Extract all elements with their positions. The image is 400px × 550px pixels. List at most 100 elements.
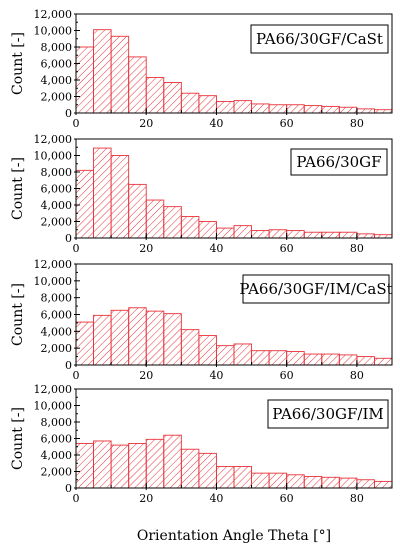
y-tick-label: 10,000: [34, 25, 73, 38]
x-tick-label: 60: [280, 242, 294, 255]
histogram-bar: [356, 108, 375, 114]
histogram-bar: [233, 466, 253, 489]
histogram-bar: [145, 310, 165, 366]
x-tick-label: 20: [139, 369, 153, 382]
histogram-bar: [75, 443, 95, 489]
histogram-bar: [93, 314, 112, 366]
histogram-bar: [128, 56, 147, 114]
y-tick-label: 6,000: [41, 433, 73, 446]
histogram-bar: [163, 313, 182, 366]
y-tick-label: 2,000: [41, 466, 73, 479]
histogram-bar: [233, 343, 253, 366]
y-tick-label: 8,000: [41, 166, 73, 179]
legend-box: [290, 148, 388, 176]
histogram-bar: [251, 472, 270, 489]
x-tick-label: 0: [73, 242, 80, 255]
legend-box: [250, 24, 389, 54]
x-tick-label: 20: [139, 492, 153, 505]
y-tick-label: 12,000: [34, 133, 73, 146]
y-tick-label: 8,000: [41, 292, 73, 305]
histogram-bar: [215, 227, 235, 239]
x-tick-label: 80: [350, 492, 364, 505]
histogram-bar: [110, 155, 130, 239]
histogram-bar: [321, 105, 340, 114]
y-tick-label: 12,000: [34, 8, 73, 21]
histogram-bar: [128, 183, 147, 239]
y-tick-label: 8,000: [41, 41, 73, 54]
histogram-bar: [145, 199, 165, 239]
histogram-bars: [75, 147, 393, 239]
y-tick-label: 6,000: [41, 183, 73, 196]
x-tick-label: 0: [73, 369, 80, 382]
histogram-bar: [180, 216, 200, 239]
y-tick-label: 12,000: [34, 383, 73, 396]
histogram-bar: [338, 106, 358, 114]
histogram-bars: [75, 434, 393, 489]
legend-label: PA66/30GF/IM: [272, 405, 384, 423]
histogram-bar: [145, 77, 165, 114]
histogram-bar: [215, 466, 235, 489]
y-tick-label: 2,000: [41, 342, 73, 355]
histogram-bar: [286, 474, 305, 489]
y-tick-label: 0: [65, 359, 72, 372]
x-tick-label: 80: [350, 117, 364, 130]
x-tick-label: 40: [209, 242, 223, 255]
histogram-bar: [145, 438, 165, 489]
histogram-bar: [373, 357, 393, 366]
y-axis-title: Count [-]: [10, 407, 26, 470]
x-tick-label: 20: [139, 117, 153, 130]
y-tick-label: 8,000: [41, 416, 73, 429]
legend-label: PA66/30GF: [296, 153, 381, 171]
histogram-bar: [286, 104, 305, 114]
y-axis-title: Count [-]: [10, 32, 26, 95]
histogram-bar: [110, 444, 130, 489]
y-tick-label: 6,000: [41, 309, 73, 322]
histogram-bar: [128, 307, 147, 366]
histogram-bar: [128, 443, 147, 489]
x-tick-label: 60: [280, 492, 294, 505]
histogram-bar: [338, 354, 358, 366]
histogram-bar: [198, 452, 217, 489]
histogram-bar: [321, 353, 340, 366]
legend-box: [242, 274, 390, 304]
histogram-bar: [356, 479, 375, 489]
histogram-bar: [321, 476, 340, 489]
histogram-bar: [268, 229, 288, 239]
x-tick-label: 40: [209, 492, 223, 505]
histogram-bar: [215, 100, 235, 114]
y-axis-title: Count [-]: [10, 157, 26, 220]
x-tick-label: 40: [209, 369, 223, 382]
histogram-bar: [110, 309, 130, 366]
y-tick-label: 6,000: [41, 58, 73, 71]
histogram-bar: [303, 105, 323, 114]
histogram-bar: [251, 230, 270, 239]
x-tick-label: 60: [280, 117, 294, 130]
histogram-bar: [198, 335, 217, 366]
x-tick-label: 60: [280, 369, 294, 382]
histogram-bar: [268, 472, 288, 489]
x-axis-title: Orientation Angle Theta [°]: [137, 528, 331, 544]
legend-box: [267, 399, 389, 429]
histogram-bar: [321, 231, 340, 239]
histogram-bar: [251, 350, 270, 366]
y-tick-label: 0: [65, 107, 72, 120]
x-tick-label: 80: [350, 242, 364, 255]
y-tick-label: 10,000: [34, 400, 73, 413]
y-tick-label: 4,000: [41, 74, 73, 87]
histogram-bar: [286, 230, 305, 239]
histogram-bar: [198, 95, 217, 114]
histogram-bar: [286, 351, 305, 366]
legend-label: PA66/30GF/IM/CaSt: [239, 280, 392, 298]
y-tick-label: 2,000: [41, 91, 73, 104]
y-tick-label: 4,000: [41, 325, 73, 338]
histogram-bar: [198, 221, 217, 239]
x-tick-label: 80: [350, 369, 364, 382]
y-tick-label: 10,000: [34, 275, 73, 288]
histogram-bar: [268, 104, 288, 114]
x-tick-label: 40: [209, 117, 223, 130]
